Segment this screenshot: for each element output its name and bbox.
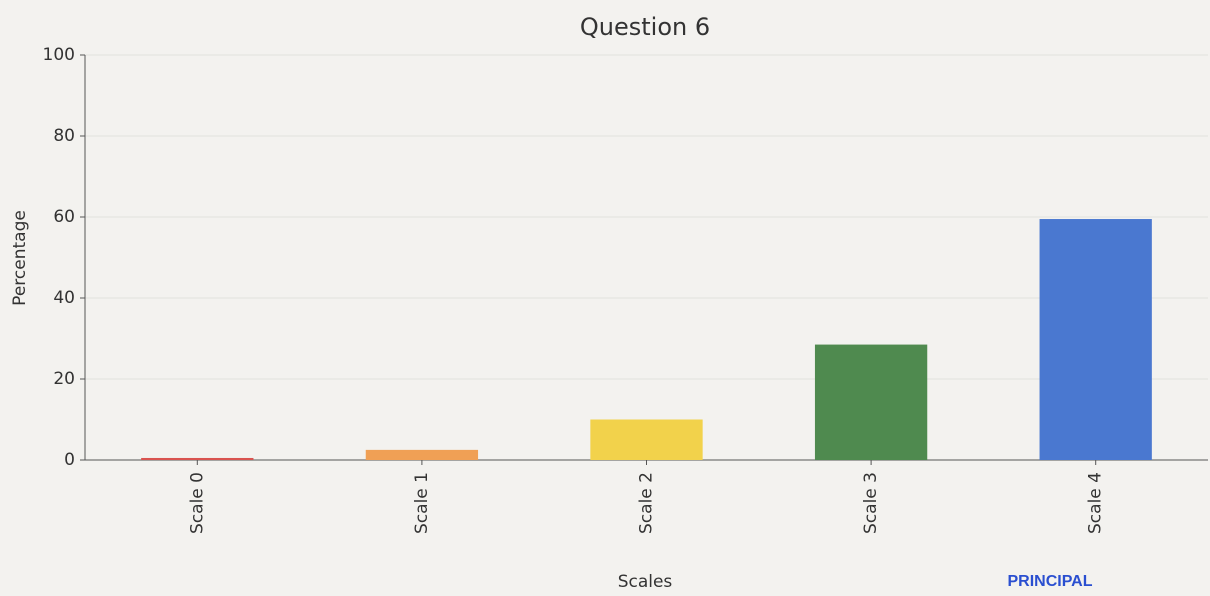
x-tick-label: Scale 0 xyxy=(187,472,207,534)
stamp: PRINCIPAL xyxy=(1007,573,1092,590)
y-tick-label: 100 xyxy=(43,45,75,65)
y-axis-label: Percentage xyxy=(10,210,30,306)
x-tick-label: Scale 2 xyxy=(637,472,657,534)
x-axis-label: Scales xyxy=(618,572,673,592)
bar xyxy=(365,449,479,460)
y-tick-label: 80 xyxy=(53,126,75,146)
y-tick-label: 40 xyxy=(53,288,75,308)
y-tick-label: 20 xyxy=(53,369,75,389)
x-tick-label: Scale 3 xyxy=(861,472,881,534)
y-tick-label: 0 xyxy=(64,450,75,470)
x-tick-label: Scale 1 xyxy=(412,472,432,534)
bar xyxy=(590,419,703,460)
x-tick-label: Scale 4 xyxy=(1086,472,1106,534)
chart-title: Question 6 xyxy=(580,13,710,41)
bar xyxy=(1039,219,1152,460)
bar xyxy=(141,457,254,460)
bar xyxy=(814,344,928,460)
y-tick-label: 60 xyxy=(53,207,75,227)
